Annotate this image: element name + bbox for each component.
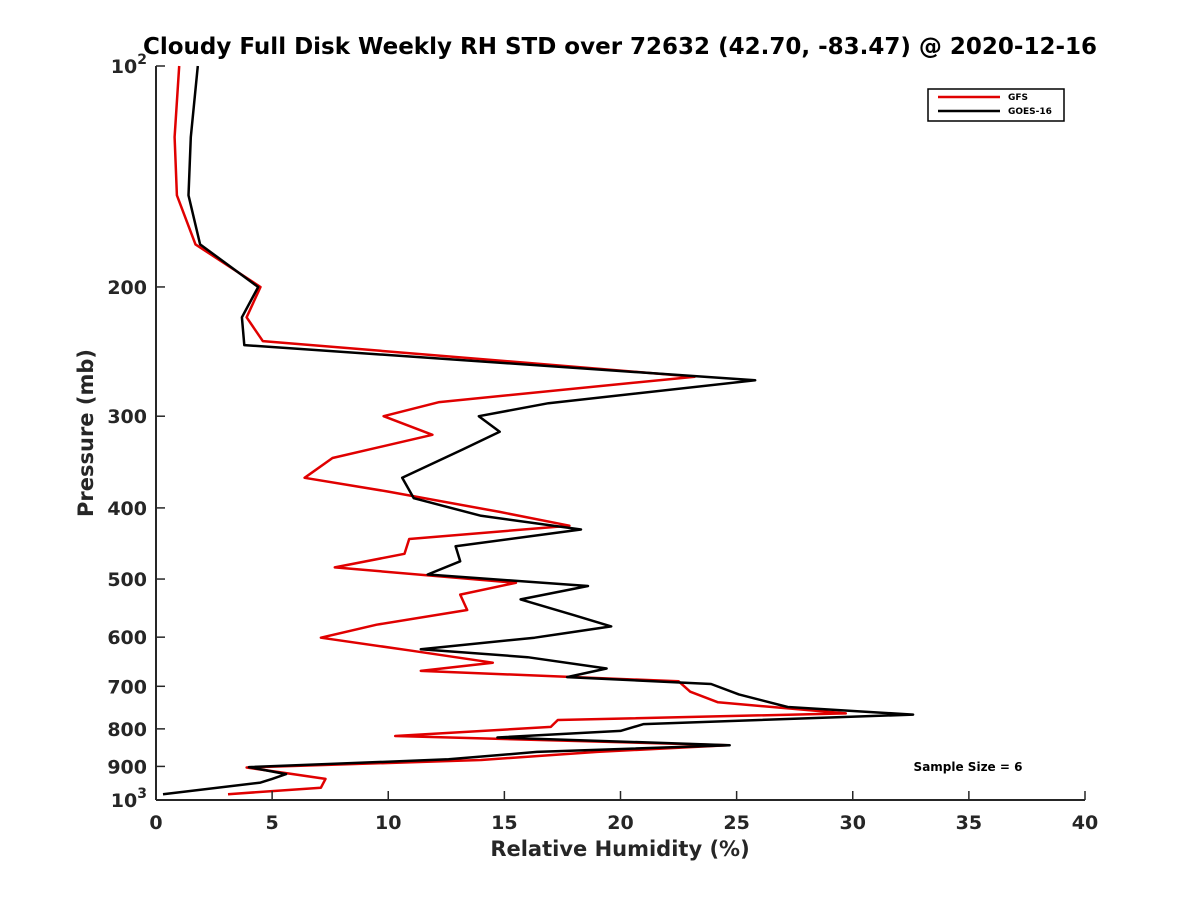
x-tick-label: 10 xyxy=(375,812,401,834)
x-tick-label: 40 xyxy=(1072,812,1098,834)
x-tick-label: 0 xyxy=(149,812,162,834)
y-tick-label: 900 xyxy=(107,756,147,778)
legend-label-gfs: GFS xyxy=(1008,93,1028,103)
y-tick-label: 400 xyxy=(107,498,147,520)
sample-size-annotation: Sample Size = 6 xyxy=(914,760,1023,774)
series-layer xyxy=(162,65,915,796)
legend-box xyxy=(927,88,1065,122)
y-tick-label: 200 xyxy=(107,277,147,299)
y-axis-ticks: 102 200 300 400 500 600 700 800 900 103 xyxy=(107,52,165,812)
series-line-goes16 xyxy=(162,65,915,796)
x-axis-label: Relative Humidity (%) xyxy=(490,837,749,861)
x-tick-label: 20 xyxy=(607,812,633,834)
x-tick-label: 35 xyxy=(956,812,982,834)
x-tick-label: 25 xyxy=(723,812,749,834)
plot-area: 0 5 10 15 20 25 30 35 40 102 200 300 400 500 600 700 80… xyxy=(107,52,1098,834)
y-axis-label: Pressure (mb) xyxy=(74,349,98,517)
x-axis-ticks: 0 5 10 15 20 25 30 35 40 xyxy=(149,791,1098,834)
y-tick-label: 700 xyxy=(107,676,147,698)
y-tick-label: 800 xyxy=(107,719,147,741)
x-tick-label: 30 xyxy=(840,812,866,834)
y-tick-label: 600 xyxy=(107,627,147,649)
y-tick-label: 500 xyxy=(107,569,147,591)
legend: GFS GOES-16 xyxy=(927,88,1065,122)
y-tick-label: 102 xyxy=(111,52,147,78)
y-tick-label: 300 xyxy=(107,406,147,428)
legend-label-goes16: GOES-16 xyxy=(1008,107,1052,117)
x-tick-label: 5 xyxy=(266,812,279,834)
chart-title: Cloudy Full Disk Weekly RH STD over 7263… xyxy=(143,34,1097,60)
x-tick-label: 15 xyxy=(491,812,517,834)
y-tick-label: 103 xyxy=(111,786,147,812)
